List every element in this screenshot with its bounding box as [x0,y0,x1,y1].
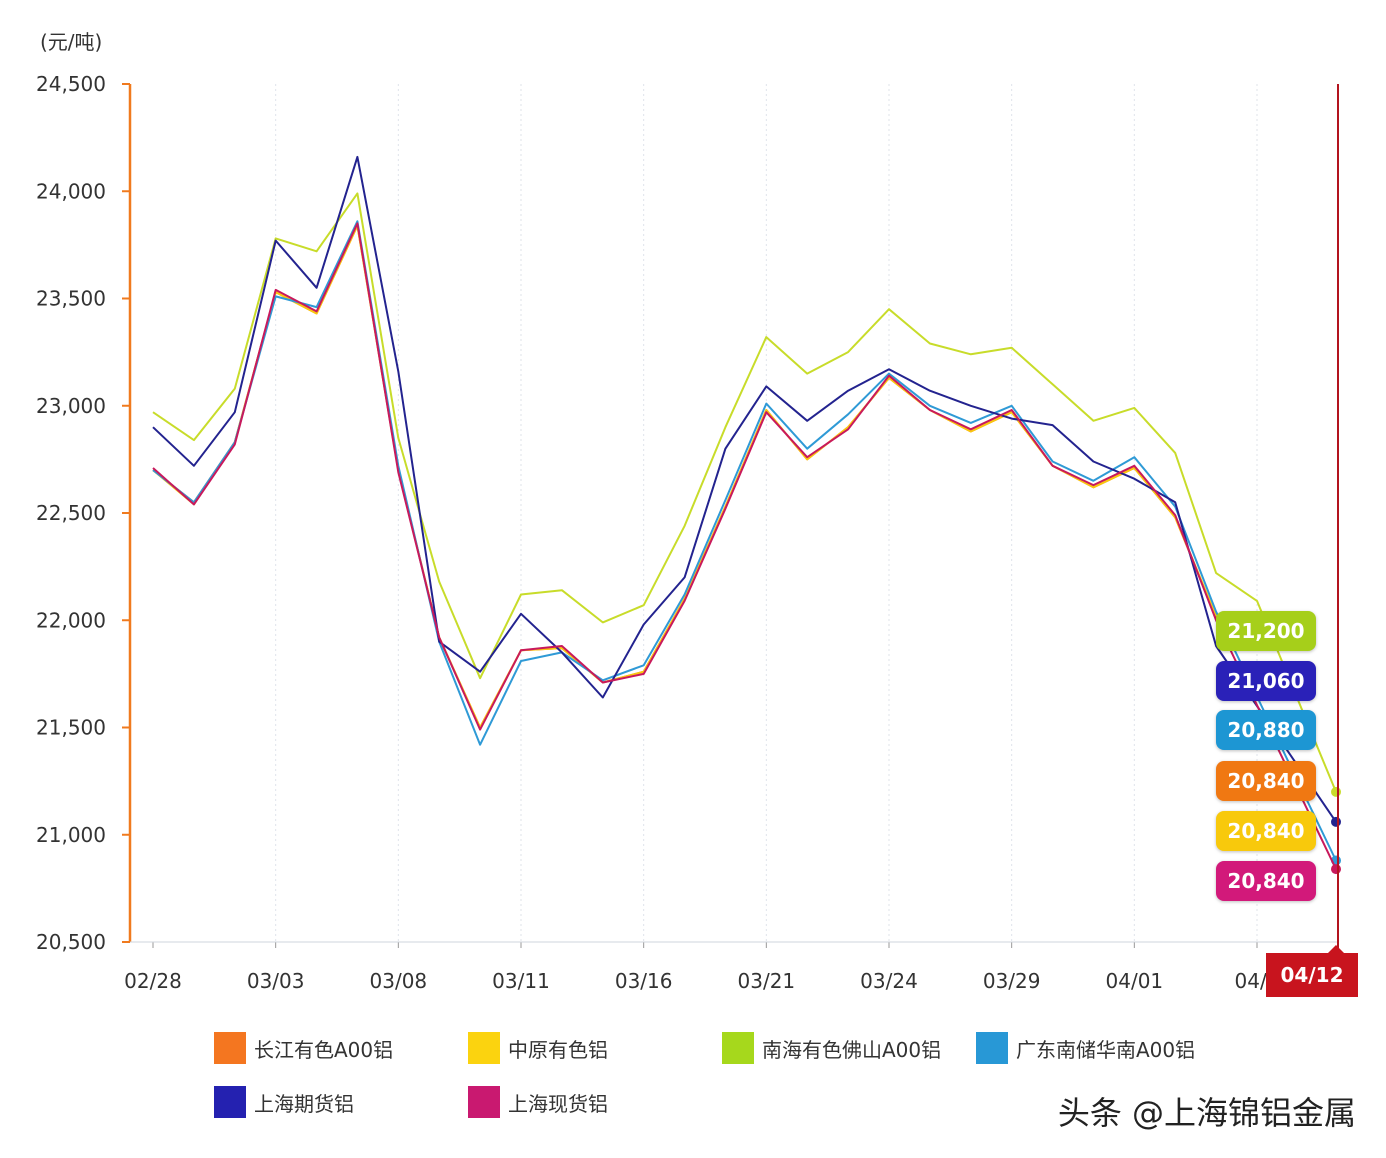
cursor-date-badge: 04/12 [1266,945,1358,997]
legend-item-nanhai[interactable]: 南海有色佛山A00铝 [722,1032,941,1064]
cursor-value-badge: 21,060 [1216,661,1316,701]
watermark-text: 头条 @上海锦铝金属 [1057,1094,1356,1132]
legend-label: 上海现货铝 [508,1091,608,1116]
y-tick-label: 24,500 [36,72,106,96]
legend-swatch [468,1086,500,1118]
series-line-1 [152,224,1218,729]
y-tick-label: 23,500 [36,287,106,311]
y-tick-label: 23,000 [36,394,106,418]
series-end-point-2 [1331,786,1341,797]
x-tick-label: 03/24 [860,969,918,993]
x-tick-label: 03/11 [492,969,550,993]
chart-legend: 长江有色A00铝 中原有色铝 南海有色佛山A00铝 广东南储华南A00铝 上海期… [214,1032,1214,1132]
legend-label: 长江有色A00铝 [254,1037,394,1062]
legend-label: 上海期货铝 [254,1091,354,1116]
x-tick-label: 03/08 [370,969,428,993]
series-end-point-4 [1331,816,1341,827]
x-tick-label: 02/28 [124,969,182,993]
legend-item-shanghai-spot[interactable]: 上海现货铝 [468,1086,608,1118]
cursor-value-badge: 20,840 [1216,761,1316,801]
legend-item-zhongyuan[interactable]: 中原有色铝 [468,1032,608,1064]
cursor-value-badge: 21,200 [1216,611,1316,651]
y-axis-unit-label: (元/吨) [40,30,103,54]
legend-label: 中原有色铝 [508,1037,608,1062]
x-tick-label: 04/01 [1106,969,1164,993]
y-tick-label: 21,500 [36,716,106,740]
series-end-point-5 [1331,864,1341,875]
x-tick-label: 03/16 [615,969,673,993]
legend-swatch [468,1032,500,1064]
series-line-4 [152,155,1337,823]
y-tick-label: 22,500 [36,501,106,525]
series-line-5 [152,222,1337,870]
legend-swatch [722,1032,754,1064]
legend-label: 南海有色佛山A00铝 [762,1037,942,1062]
legend-swatch [976,1032,1008,1064]
legend-label: 广东南储华南A00铝 [1016,1037,1196,1062]
legend-item-shfe[interactable]: 上海期货铝 [214,1086,354,1118]
legend-item-changjiang[interactable]: 长江有色A00铝 [214,1032,393,1064]
series-line-3 [152,220,1337,861]
y-tick-label: 22,000 [36,608,106,632]
y-tick-label: 24,000 [36,179,106,203]
cursor-value-badge: 20,840 [1216,811,1316,851]
x-tick-label: 03/29 [983,969,1041,993]
legend-swatch [214,1032,246,1064]
cursor-value-badge: 20,840 [1216,861,1316,901]
cursor-value-badge: 20,880 [1216,710,1316,750]
y-tick-label: 21,000 [36,823,106,847]
legend-item-guangdong[interactable]: 广东南储华南A00铝 [976,1032,1195,1064]
legend-swatch [214,1086,246,1118]
y-tick-label: 20,500 [36,930,106,954]
series-line-2 [152,192,1337,793]
x-tick-label: 03/03 [247,969,305,993]
line-chart: 02/28 03/03 03/08 03/11 03/16 03/21 03/24 03/29… [36,72,1341,993]
x-tick-label: 03/21 [738,969,796,993]
series-line-0 [152,224,1218,729]
